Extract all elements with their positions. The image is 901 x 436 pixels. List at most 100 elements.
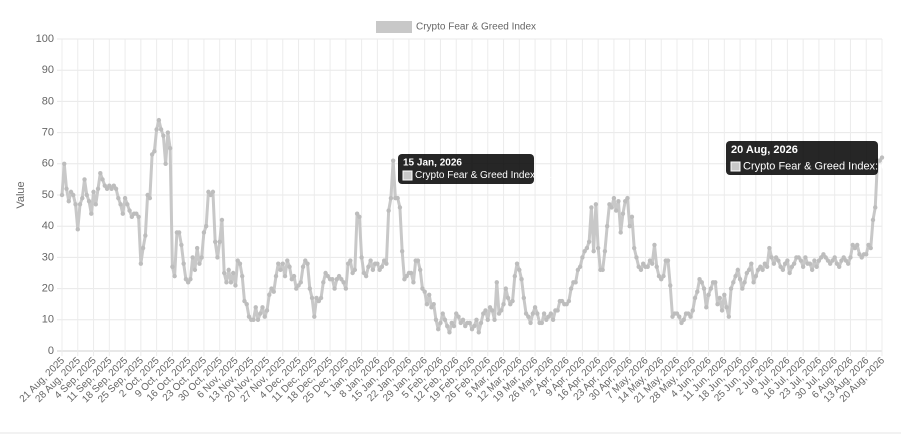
- data-point: [573, 280, 578, 285]
- data-point: [688, 314, 693, 319]
- data-point: [517, 267, 522, 273]
- data-point: [303, 258, 308, 263]
- data-point: [530, 311, 536, 316]
- data-point: [526, 314, 531, 319]
- data-point: [607, 202, 612, 207]
- data-point: [350, 270, 355, 276]
- data-point: [120, 211, 126, 216]
- grid: [57, 38, 883, 356]
- data-point: [586, 239, 592, 244]
- data-point: [111, 183, 117, 188]
- data-point: [877, 158, 882, 163]
- data-point: [787, 270, 792, 276]
- data-point: [478, 320, 484, 326]
- data-point: [136, 214, 141, 220]
- data-point: [848, 255, 853, 260]
- data-point: [402, 277, 407, 282]
- data-point: [381, 258, 387, 263]
- data-point: [431, 302, 436, 307]
- data-point: [634, 255, 639, 260]
- y-tick-label: 60: [42, 158, 54, 170]
- data-point: [194, 245, 200, 251]
- data-point: [541, 311, 547, 316]
- data-point: [433, 317, 439, 322]
- data-point: [68, 189, 74, 195]
- data-point: [231, 270, 236, 276]
- data-point: [472, 323, 477, 329]
- data-point: [176, 230, 182, 235]
- data-point: [354, 211, 360, 216]
- data-point: [366, 264, 371, 269]
- data-point: [575, 267, 581, 273]
- data-point: [622, 199, 628, 204]
- data-point: [80, 195, 85, 201]
- data-point: [744, 270, 750, 276]
- data-point: [677, 314, 682, 319]
- data-point: [212, 239, 218, 244]
- data-point: [294, 286, 299, 291]
- data-point: [59, 192, 65, 198]
- data-point: [665, 258, 671, 263]
- data-point: [742, 280, 747, 285]
- data-point: [859, 255, 864, 260]
- legend-swatch: [376, 21, 412, 33]
- data-point: [233, 283, 238, 288]
- data-point: [618, 230, 623, 235]
- data-point: [420, 286, 425, 291]
- data-point: [152, 149, 157, 154]
- data-point: [789, 264, 795, 269]
- data-point: [100, 177, 105, 182]
- data-point: [584, 245, 590, 251]
- data-point: [785, 258, 790, 263]
- tooltip-label: Crypto Fear & Greed Index: 61: [415, 170, 552, 181]
- data-point: [521, 295, 527, 301]
- data-point: [426, 292, 432, 298]
- data-point: [84, 192, 89, 198]
- data-point: [289, 277, 294, 282]
- data-point: [129, 214, 135, 220]
- data-point: [122, 195, 128, 201]
- data-point: [528, 320, 533, 326]
- data-point: [161, 133, 166, 138]
- data-point: [753, 273, 759, 279]
- data-point: [602, 248, 608, 254]
- data-point: [280, 261, 285, 266]
- data-point: [544, 317, 549, 322]
- data-point: [285, 258, 290, 263]
- tooltip-label: Crypto Fear & Greed Index: 62: [743, 160, 893, 172]
- data-point: [134, 211, 139, 216]
- data-point: [154, 127, 159, 132]
- data-point: [740, 286, 745, 291]
- data-point: [476, 330, 481, 335]
- data-point: [773, 255, 779, 260]
- data-point: [156, 117, 162, 123]
- data-point: [582, 248, 587, 254]
- data-point: [89, 211, 94, 216]
- data-point: [499, 308, 504, 313]
- data-point: [713, 280, 718, 285]
- data-point: [325, 273, 331, 279]
- data-point: [841, 255, 846, 260]
- data-point: [816, 258, 822, 263]
- data-point: [339, 277, 344, 282]
- data-point: [368, 258, 373, 263]
- data-point: [77, 202, 83, 207]
- data-point: [796, 255, 801, 260]
- data-point: [812, 258, 817, 263]
- data-point: [296, 283, 301, 288]
- data-point: [827, 261, 833, 266]
- data-point: [855, 242, 860, 248]
- data-point: [158, 127, 164, 132]
- data-point: [681, 317, 686, 322]
- data-point: [399, 248, 405, 254]
- data-point: [456, 314, 461, 319]
- data-point: [113, 186, 119, 191]
- data-point: [309, 295, 315, 301]
- data-point: [357, 214, 362, 220]
- data-point: [641, 261, 646, 266]
- data-point: [267, 292, 272, 298]
- data-point: [221, 270, 227, 276]
- data-point: [719, 308, 725, 313]
- data-point: [728, 286, 734, 291]
- data-point: [127, 208, 132, 213]
